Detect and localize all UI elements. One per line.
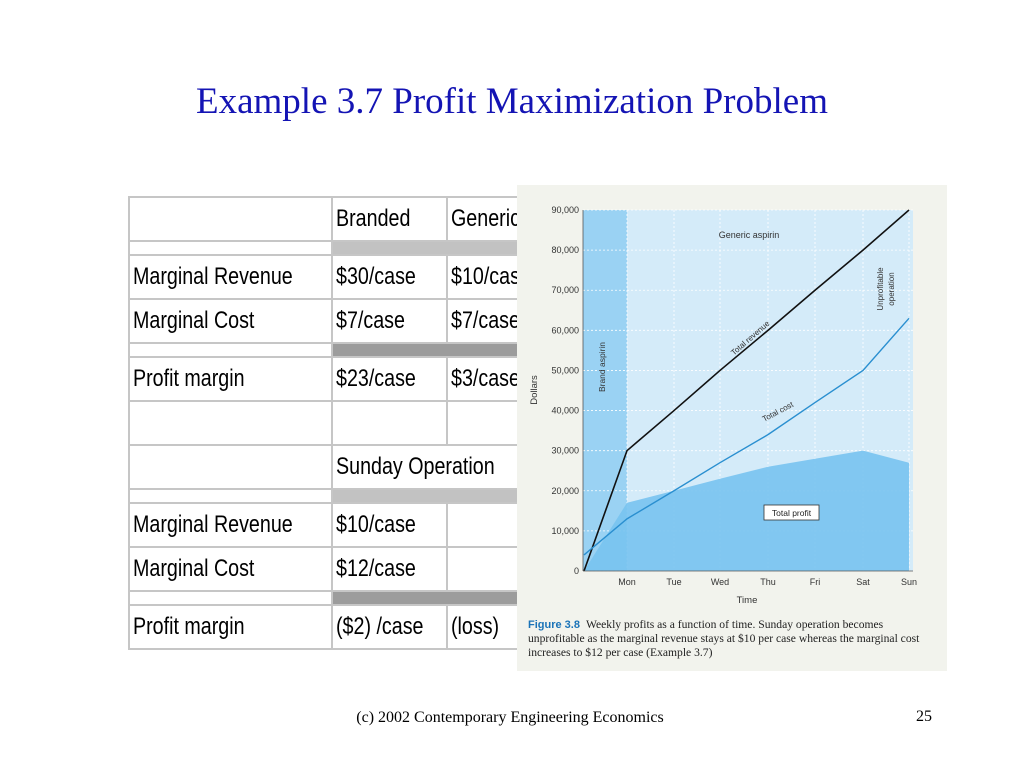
profit-figure: 0 10,000 20,000 30,000 40,000 50,000 60,000 70,… (517, 185, 947, 671)
table-row: Marginal Cost $12/case (128, 546, 553, 592)
caption-text: Weekly profits as a function of time. Su… (528, 618, 920, 659)
sunday-operation-header: Sunday Operation (330, 444, 553, 490)
row-label: Marginal Revenue (128, 254, 333, 300)
brand-aspirin-label: Brand aspirin (597, 342, 607, 392)
table-cell: $12/case (330, 546, 448, 592)
table-row: Marginal Revenue $30/case $10/case (128, 254, 553, 300)
y-tick-label: 0 (574, 566, 579, 576)
total-revenue-line (583, 209, 910, 572)
caption-label: Figure 3.8 (528, 619, 580, 631)
page-number: 25 (916, 708, 932, 725)
total-profit-label: Total profit (772, 508, 812, 518)
operation-label: operation (887, 272, 896, 305)
profit-chart: 0 10,000 20,000 30,000 40,000 50,000 60,000 70,… (529, 205, 917, 606)
row-label: Marginal Cost (128, 298, 333, 344)
table-header-row: Branded Generic (128, 196, 553, 242)
column-header-branded: Branded (330, 196, 448, 242)
table-row: Sunday Operation (128, 444, 553, 490)
x-tick-label: Tue (666, 577, 681, 587)
profit-table: Branded Generic Marginal Revenue $30/cas… (128, 196, 553, 650)
y-tick-label: 10,000 (551, 526, 579, 536)
y-tick-label: 60,000 (551, 325, 579, 335)
total-profit-area (584, 450, 909, 571)
x-tick-label: Wed (711, 577, 729, 587)
row-label: Marginal Cost (128, 546, 333, 592)
y-tick-label: 20,000 (551, 486, 579, 496)
total-cost-line (583, 317, 910, 556)
total-profit-box (763, 504, 820, 521)
table-divider-row (128, 488, 553, 504)
figure-caption: Figure 3.8 Weekly profits as a function o… (528, 618, 940, 660)
table-cell: ($2) /case (330, 604, 448, 650)
y-tick-label: 40,000 (551, 406, 579, 416)
table-empty-row (128, 400, 553, 446)
table-divider-row (128, 590, 553, 606)
table-cell: $7/case (330, 298, 448, 344)
table-row: Profit margin ($2) /case (loss) (128, 604, 553, 650)
x-tick-label: Sun (901, 577, 917, 587)
y-tick-label: 80,000 (551, 245, 579, 255)
y-tick-label: 50,000 (551, 365, 579, 375)
x-tick-label: Fri (810, 577, 821, 587)
table-row: Profit margin $23/case $3/case (128, 356, 553, 402)
y-tick-label: 90,000 (551, 205, 579, 215)
row-label: Marginal Revenue (128, 502, 333, 548)
table-cell: $23/case (330, 356, 448, 402)
y-axis-title: Dollars (529, 375, 540, 405)
x-tick-label: Sat (856, 577, 870, 587)
table-cell (128, 196, 333, 242)
x-tick-label: Mon (618, 577, 636, 587)
y-tick-label: 70,000 (551, 285, 579, 295)
unprofitable-label: Unprofitable (876, 267, 885, 311)
x-tick-label: Thu (760, 577, 776, 587)
table-divider-row (128, 342, 553, 358)
row-label: Profit margin (128, 356, 333, 402)
row-label: Profit margin (128, 604, 333, 650)
footer-text: (c) 2002 Contemporary Engineering Econom… (356, 709, 664, 726)
generic-aspirin-label: Generic aspirin (719, 230, 780, 240)
y-tick-label: 30,000 (551, 446, 579, 456)
table-cell: $10/case (330, 502, 448, 548)
table-cell: $30/case (330, 254, 448, 300)
table-divider-row (128, 240, 553, 256)
slide-title: Example 3.7 Profit Maximization Problem (196, 81, 828, 122)
table-row: Marginal Cost $7/case $7/case (128, 298, 553, 344)
table-row: Marginal Revenue $10/case (128, 502, 553, 548)
x-axis-title: Time (737, 595, 758, 606)
